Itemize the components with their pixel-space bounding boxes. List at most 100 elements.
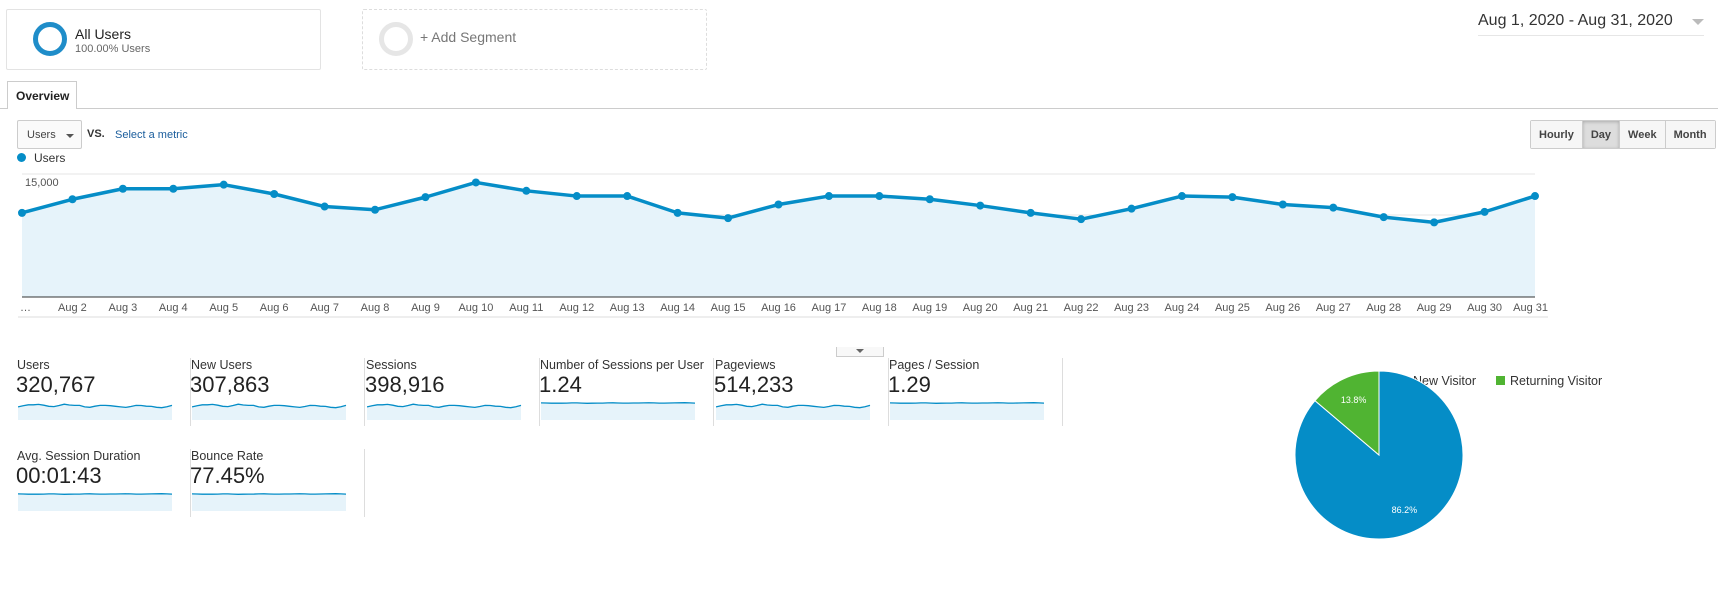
x-tick-label: Aug 31 [1513, 302, 1548, 314]
x-tick-label: Aug 2 [58, 302, 87, 314]
metric-pageviews[interactable]: Pageviews 514,233 [714, 358, 889, 426]
pie-legend-returning[interactable]: Returning Visitor [1496, 374, 1602, 388]
granularity-toggle: Hourly Day Week Month [1530, 120, 1716, 149]
segment-title: All Users [75, 26, 132, 42]
metric-users[interactable]: Users 320,767 [16, 358, 191, 426]
segment-circle-icon [33, 22, 67, 56]
segment-all-users[interactable]: All Users 100.00% Users [6, 9, 321, 70]
visitor-type-pie-chart: 86.2% 13.8% [1294, 370, 1464, 540]
x-tick-label: Aug 10 [458, 302, 493, 314]
data-point [421, 193, 430, 202]
sparkline-line [18, 403, 173, 409]
metric-dropdown[interactable]: Users [17, 120, 82, 149]
x-tick-label: Aug 24 [1165, 302, 1200, 314]
data-point [1177, 192, 1186, 201]
data-point [623, 192, 632, 201]
chart-legend[interactable]: Users [17, 151, 65, 165]
legend-label: Returning Visitor [1510, 374, 1603, 388]
date-range-picker[interactable]: Aug 1, 2020 - Aug 31, 2020 [1478, 10, 1704, 36]
data-point [724, 214, 733, 223]
metric-label: Users [17, 358, 50, 372]
x-tick-label: Aug 22 [1064, 302, 1099, 314]
metric-label: Bounce Rate [191, 449, 264, 463]
x-tick-label: Aug 20 [963, 302, 998, 314]
month-button[interactable]: Month [1664, 121, 1715, 148]
data-point [118, 184, 127, 193]
tab-overview[interactable]: Overview [7, 81, 77, 109]
data-point [1077, 215, 1086, 224]
pie-slice-label: 13.8% [1341, 395, 1367, 405]
legend-label: New Visitor [1413, 374, 1476, 388]
data-point [1127, 204, 1136, 213]
data-point [1228, 193, 1237, 202]
sparkline-fill [192, 493, 346, 511]
select-metric-link[interactable]: Select a metric [115, 129, 188, 141]
x-tick-label: Aug 25 [1215, 302, 1250, 314]
metric-label: Avg. Session Duration [17, 449, 141, 463]
x-tick-label: Aug 6 [260, 302, 289, 314]
y-tick-label: 15,000 [25, 177, 59, 189]
x-tick-label: Aug 27 [1316, 302, 1351, 314]
sparkline-line [192, 493, 347, 495]
metric-label: New Users [191, 358, 253, 372]
data-point [471, 178, 480, 187]
sparkline-line [890, 402, 1045, 404]
hourly-button[interactable]: Hourly [1531, 121, 1582, 148]
add-segment-label: + Add Segment [420, 29, 517, 45]
metric-value: 320,767 [16, 372, 96, 397]
chevron-down-icon [66, 134, 74, 138]
metric-label: Number of Sessions per User [540, 358, 704, 372]
sparkline-line [716, 403, 871, 409]
chart-resize-handle[interactable] [836, 347, 884, 357]
metric-bounce-rate[interactable]: Bounce Rate 77.45% [190, 449, 365, 517]
metric-sparkline [541, 402, 696, 420]
metric-avg-session-duration[interactable]: Avg. Session Duration 00:01:43 [16, 449, 191, 517]
metric-value: 398,916 [365, 372, 445, 397]
metric-label: Pages / Session [889, 358, 980, 372]
x-tick-label: Aug 30 [1467, 302, 1502, 314]
week-button[interactable]: Week [1619, 121, 1665, 148]
x-tick-label: Aug 26 [1265, 302, 1300, 314]
x-tick-label: Aug 21 [1013, 302, 1048, 314]
x-tick-label: Aug 14 [660, 302, 695, 314]
x-tick-label: Aug 7 [310, 302, 339, 314]
data-point [1026, 208, 1035, 217]
x-tick-label: Aug 12 [559, 302, 594, 314]
data-point [1480, 207, 1489, 216]
data-point [169, 184, 178, 193]
metric-new-users[interactable]: New Users 307,863 [190, 358, 365, 426]
data-point [371, 205, 380, 214]
sparkline-line [192, 403, 347, 409]
metric-sparkline [18, 403, 173, 420]
data-point [68, 195, 77, 204]
series-dot-icon [17, 153, 26, 162]
data-point [1379, 213, 1388, 222]
x-tick-label: Aug 18 [862, 302, 897, 314]
x-tick-label: Aug 29 [1417, 302, 1452, 314]
metric-value: 307,863 [190, 372, 270, 397]
add-segment-button[interactable]: + Add Segment [362, 9, 707, 70]
data-point [1430, 218, 1439, 227]
sparkline-line [541, 402, 696, 404]
day-button[interactable]: Day [1581, 121, 1620, 148]
x-tick-label: Aug 13 [610, 302, 645, 314]
metric-value: 77.45% [190, 463, 265, 488]
metric-number-of-sessions-per-user[interactable]: Number of Sessions per User 1.24 [539, 358, 714, 426]
data-point [522, 186, 531, 195]
data-point [875, 192, 884, 201]
segment-circle-icon [379, 22, 413, 56]
vs-label: VS. [87, 128, 105, 140]
metric-label: Sessions [366, 358, 417, 372]
metric-sessions[interactable]: Sessions 398,916 [365, 358, 540, 426]
metric-sparkline [192, 493, 347, 511]
data-point [18, 208, 26, 217]
data-point [1329, 203, 1338, 212]
x-tick-label: Aug 8 [361, 302, 390, 314]
sparkline-fill [367, 404, 521, 420]
data-point [824, 192, 833, 201]
metric-pages-session[interactable]: Pages / Session 1.29 [888, 358, 1063, 426]
sparkline-fill [18, 493, 172, 511]
sparkline-fill [541, 402, 695, 420]
x-tick-label: Aug 16 [761, 302, 796, 314]
